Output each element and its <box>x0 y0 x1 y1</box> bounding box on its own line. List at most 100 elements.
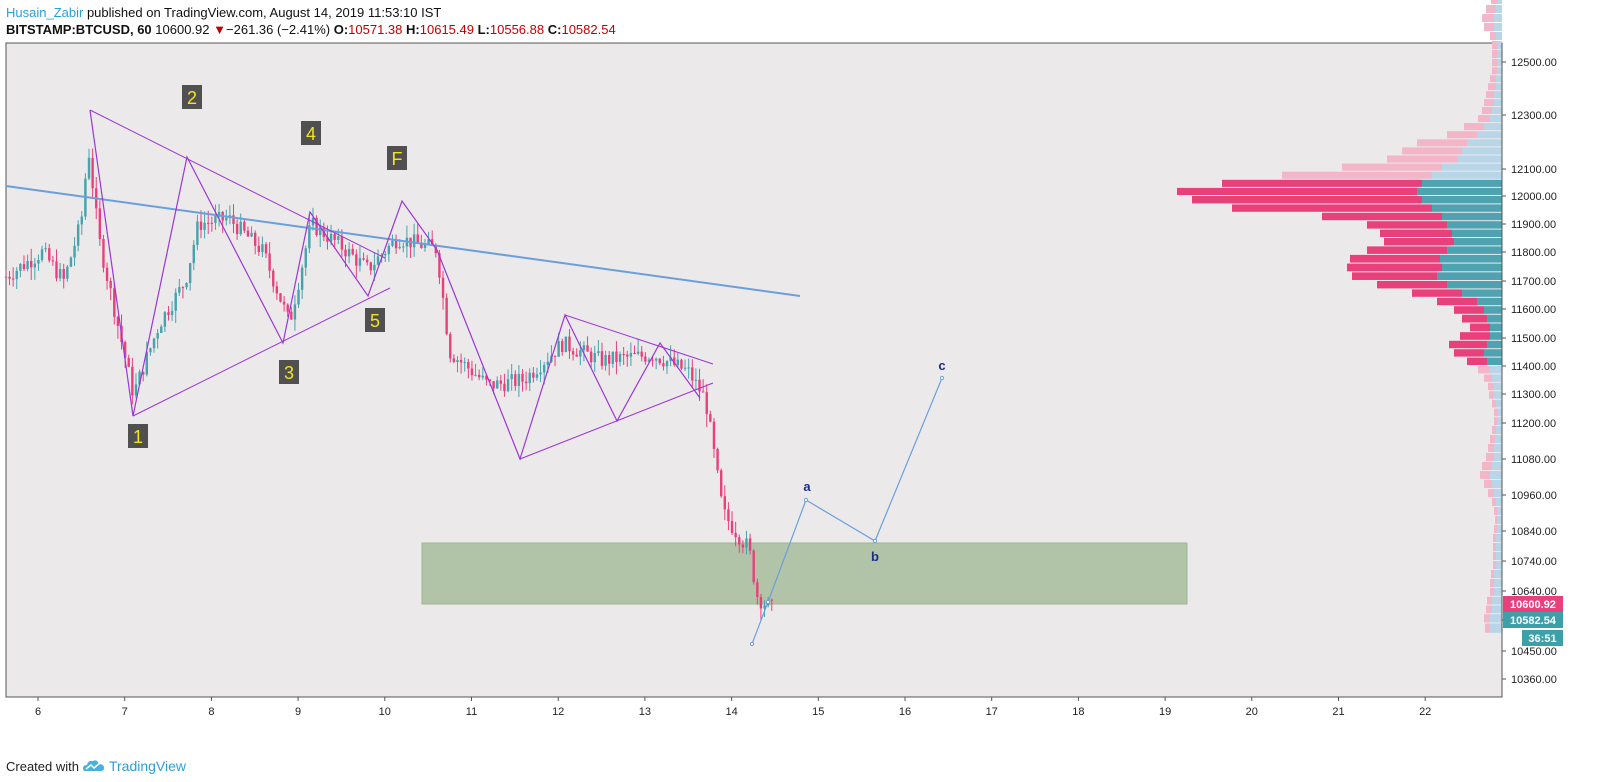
candle-body <box>553 355 557 357</box>
candle-body <box>687 367 690 369</box>
candle-body <box>539 372 542 375</box>
candle-body <box>105 267 109 282</box>
candle-body <box>575 354 578 357</box>
volume-bar-buy <box>1496 83 1502 91</box>
candle-body <box>741 544 745 548</box>
volume-profile <box>1177 0 1502 633</box>
candle-body <box>673 357 676 365</box>
volume-bar-sell <box>1491 570 1494 578</box>
tradingview-brand[interactable]: TradingView <box>108 758 187 774</box>
candle-body <box>770 599 773 601</box>
candle-body <box>691 367 694 381</box>
down-arrow-icon: ▼ <box>213 22 227 37</box>
candle-body <box>257 245 260 253</box>
candle-body <box>66 266 69 279</box>
candle-body <box>340 236 344 250</box>
volume-bar-sell <box>1350 254 1440 263</box>
candle-body <box>264 244 268 254</box>
volume-bar-sell <box>1342 163 1442 171</box>
candle-body <box>604 354 607 366</box>
volume-bar-sell <box>1492 41 1497 49</box>
x-tick-label: 22 <box>1419 706 1431 718</box>
volume-bar-buy <box>1495 435 1502 443</box>
volume-bar-buy <box>1422 196 1502 204</box>
candle-body <box>282 301 286 305</box>
candle-body <box>636 351 640 354</box>
volume-bar-buy <box>1490 366 1502 374</box>
volume-bar-buy <box>1497 67 1502 75</box>
candle-body <box>51 260 55 262</box>
price-tag-label: 10582.54 <box>1510 615 1557 627</box>
volume-bar-sell <box>1464 123 1484 131</box>
volume-bar-buy <box>1494 588 1502 596</box>
candle-body <box>30 260 33 268</box>
price-tag <box>1503 596 1563 612</box>
triangle-lower-line <box>132 287 391 417</box>
candle-body <box>365 259 369 263</box>
volume-bar-sell <box>1486 5 1496 13</box>
volume-bar-sell <box>1487 596 1492 605</box>
volume-bar-buy <box>1432 171 1502 179</box>
author-name[interactable]: Husain_Zabir <box>6 5 84 20</box>
volume-bar-buy <box>1422 179 1502 187</box>
volume-bar-buy <box>1492 480 1502 488</box>
close-value: 10582.54 <box>561 22 616 37</box>
volume-bar-sell <box>1490 32 1496 40</box>
x-tick-label: 17 <box>986 706 998 718</box>
volume-bar-sell <box>1437 297 1477 306</box>
candle-body <box>210 222 214 224</box>
candle-body <box>719 470 723 497</box>
candle-body <box>669 357 672 362</box>
volume-bar-sell <box>1192 196 1422 204</box>
volume-bar-sell <box>1485 623 1490 633</box>
volume-bar-sell <box>1417 139 1467 147</box>
candle-body <box>203 222 206 230</box>
volume-bar-sell <box>1460 332 1490 340</box>
volume-bar-buy <box>1496 5 1502 13</box>
candle-body <box>308 225 311 249</box>
volume-bar-buy <box>1494 391 1502 399</box>
volume-bar-sell <box>1494 408 1497 417</box>
candle-body <box>485 375 488 380</box>
volume-bar-buy <box>1452 229 1502 237</box>
volume-bar-sell <box>1480 471 1490 479</box>
candle-body <box>214 216 217 223</box>
volume-bar-sell <box>1482 14 1494 22</box>
volume-bar-sell <box>1493 543 1496 551</box>
volume-bar-sell <box>1492 399 1496 408</box>
volume-bar-buy <box>1484 123 1502 131</box>
candle-body <box>510 374 513 380</box>
volume-bar-sell <box>1484 614 1490 623</box>
volume-bar-buy <box>1477 297 1502 306</box>
volume-bar-buy <box>1437 272 1502 280</box>
volume-bar-buy <box>1496 552 1502 560</box>
candle-body <box>33 263 37 268</box>
volume-bar-buy <box>1487 314 1502 323</box>
published-text: published on TradingView.com, August 14,… <box>86 5 442 20</box>
candle-body <box>4 276 8 278</box>
candle-body <box>416 234 419 243</box>
candle-body <box>319 226 322 236</box>
candle-body <box>521 373 524 382</box>
candle-body <box>290 311 293 320</box>
candle-body <box>532 372 535 378</box>
candle-body <box>651 359 654 361</box>
close-label: C: <box>547 22 562 37</box>
volume-bar-buy <box>1447 281 1502 289</box>
candle-body <box>716 448 719 471</box>
volume-bar-buy <box>1497 0 1502 4</box>
x-tick-label: 11 <box>466 706 477 718</box>
candle-body <box>615 351 618 362</box>
candle-body <box>116 316 120 326</box>
support-zone <box>421 542 1188 605</box>
candle-body <box>373 264 376 271</box>
y-axis-panel <box>1502 43 1562 697</box>
candle-body <box>734 532 737 538</box>
x-tick-label: 19 <box>1159 706 1171 718</box>
wave-label: 1 <box>133 427 143 447</box>
candle-body <box>178 287 181 293</box>
x-tick-label: 8 <box>208 706 214 718</box>
candle-body <box>492 381 495 389</box>
volume-bar-sell <box>1490 435 1495 443</box>
